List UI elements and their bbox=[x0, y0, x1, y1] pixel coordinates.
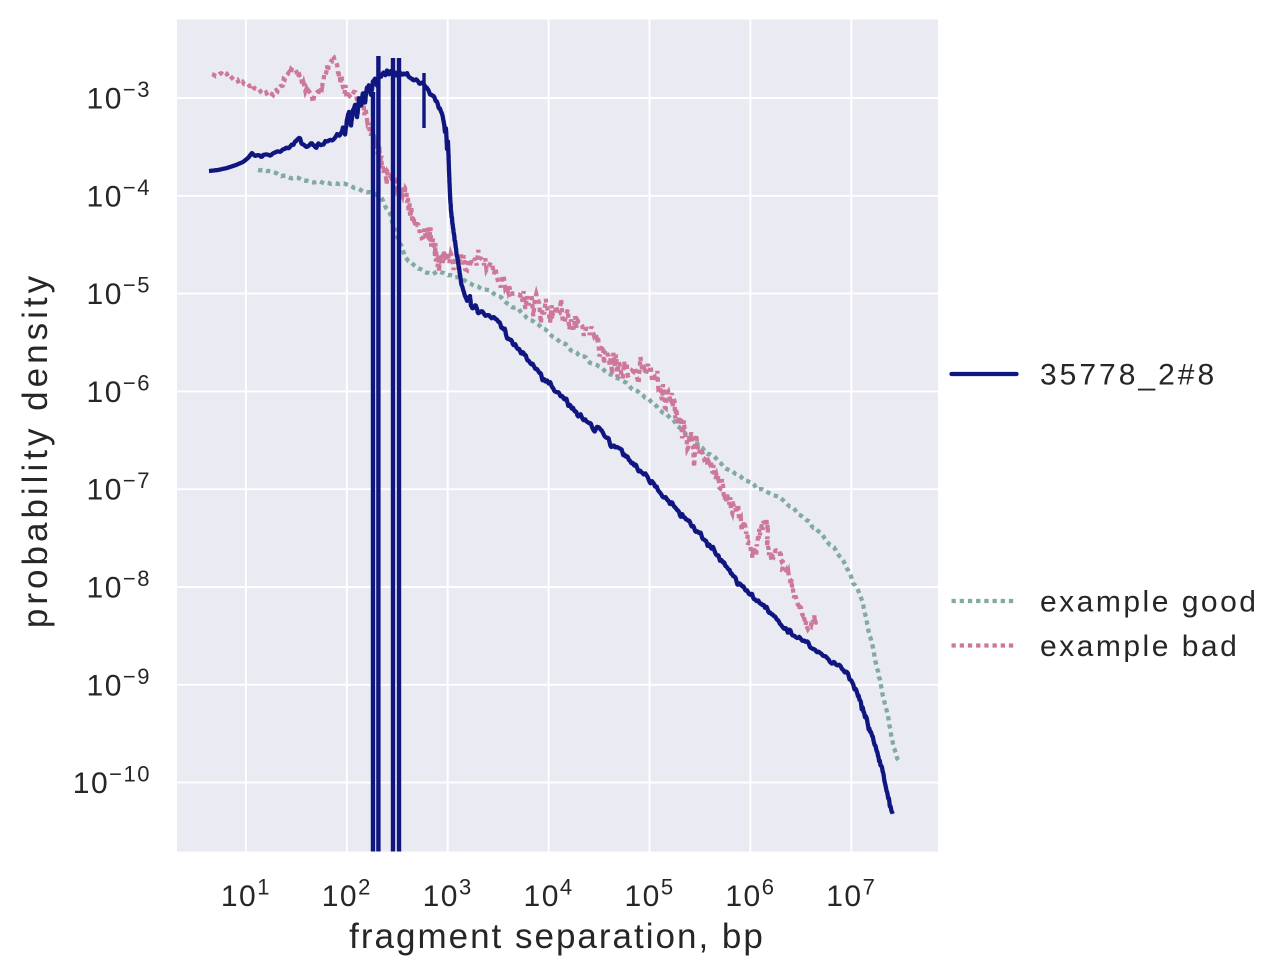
svg-text:probability density: probability density bbox=[16, 272, 55, 628]
svg-text:example good: example good bbox=[1040, 586, 1258, 619]
svg-text:10−8: 10−8 bbox=[87, 566, 151, 605]
svg-text:example bad: example bad bbox=[1040, 630, 1239, 663]
svg-text:fragment separation, bp: fragment separation, bp bbox=[349, 917, 765, 956]
svg-text:35778_2#8: 35778_2#8 bbox=[1040, 359, 1217, 392]
